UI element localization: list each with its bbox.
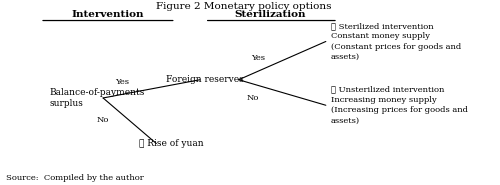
Text: Yes: Yes (116, 78, 130, 86)
Text: No: No (97, 116, 110, 124)
Text: ② Unsterilized intervention
Increasing money supply
(Increasing prices for goods: ② Unsterilized intervention Increasing m… (330, 86, 468, 125)
Text: ① Rise of yuan: ① Rise of yuan (138, 139, 203, 148)
Text: Source:  Compiled by the author: Source: Compiled by the author (6, 174, 144, 182)
Text: Yes: Yes (251, 54, 265, 62)
Text: No: No (247, 94, 260, 102)
Text: Intervention: Intervention (72, 10, 144, 19)
Text: Balance-of-payments
surplus: Balance-of-payments surplus (50, 88, 145, 108)
Text: Sterilization: Sterilization (234, 10, 306, 19)
Text: Foreign reserves: Foreign reserves (166, 75, 244, 84)
Text: Figure 2 Monetary policy options: Figure 2 Monetary policy options (156, 2, 331, 11)
Text: ① Sterilized intervention
Constant money supply
(Constant prices for goods and
a: ① Sterilized intervention Constant money… (330, 22, 461, 61)
